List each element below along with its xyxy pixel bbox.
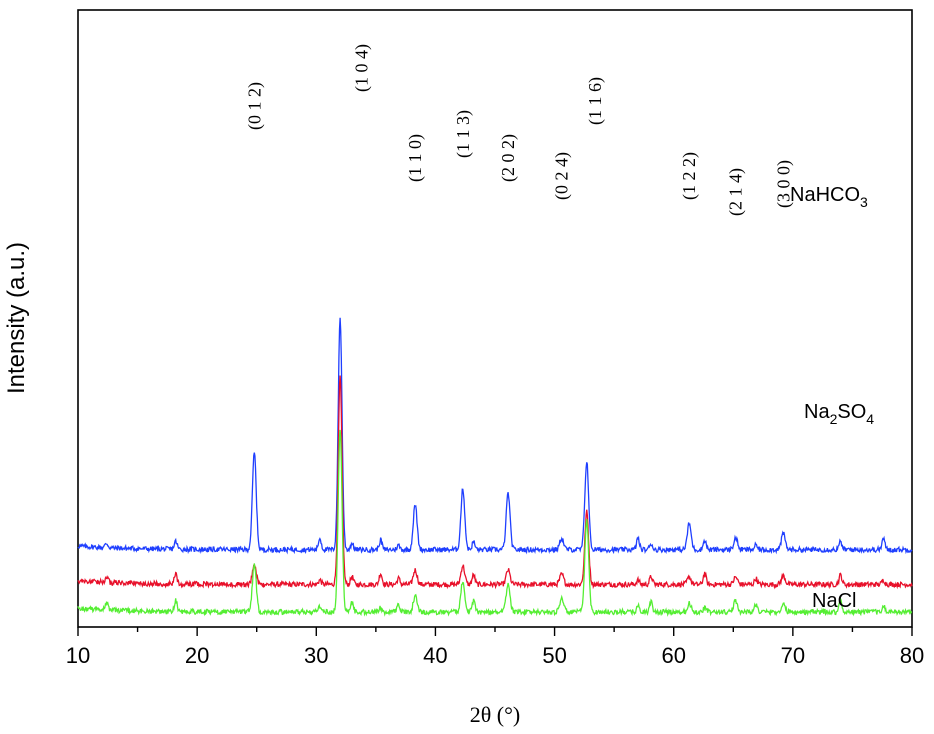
x-tick-label: 40 [423,643,447,668]
x-axis-title: 2θ (°) [470,702,521,727]
x-tick-label: 30 [304,643,328,668]
series-line-na2so4 [77,375,913,590]
x-tick-label: 50 [542,643,566,668]
x-tick-label: 10 [66,643,90,668]
plot-frame [77,9,913,628]
x-tick-label: 60 [661,643,685,668]
series-layer [77,317,913,617]
y-axis-title: Intensity (a.u.) [3,242,30,394]
peak-label: (1 0 4) [352,44,373,92]
peak-label: (2 0 2) [498,134,519,182]
series-labels: NaHCO3 Na2SO4 NaCl [790,184,874,612]
peak-label: (1 2 2) [679,152,700,200]
peak-label: (2 1 4) [726,168,747,216]
x-tick-label: 80 [900,643,924,668]
peak-label: (1 1 6) [585,77,606,125]
peak-label: (1 1 0) [405,134,426,182]
series-label-na2so4: Na2SO4 [804,401,874,427]
series-label-nahco3: NaHCO3 [790,184,868,210]
x-axis-ticks: 10 20 30 40 50 60 70 80 [66,627,924,668]
series-line-nahco3 [77,317,913,555]
peak-label: (0 1 2) [244,82,265,130]
x-tick-label: 70 [781,643,805,668]
peak-label: (3 0 0) [773,160,794,208]
series-label-nacl: NaCl [812,590,856,612]
series-line-nacl [77,429,913,617]
peak-annotations: (0 1 2) (1 0 4) (1 1 0) (1 1 3) (2 0 2) (0 2 … [244,44,794,216]
peak-label: (0 2 4) [552,152,573,200]
x-tick-label: 20 [185,643,209,668]
peak-label: (1 1 3) [453,110,474,158]
